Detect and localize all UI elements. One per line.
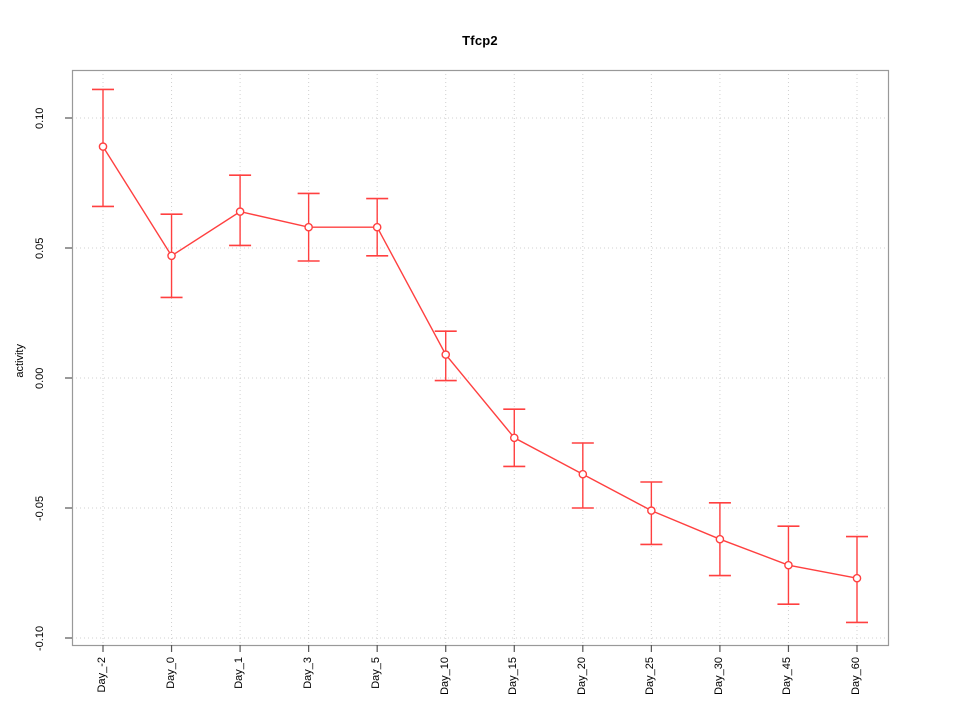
- data-point-marker: [167, 251, 176, 261]
- chart-title: Tfcp2: [462, 33, 498, 48]
- y-tick-label: -0.05: [34, 495, 46, 521]
- x-tick-label: Day_10: [438, 657, 451, 695]
- x-tick-label: Day_15: [507, 657, 520, 695]
- x-tick-label: Day_3: [301, 657, 314, 689]
- series-polyline: [102, 146, 858, 579]
- x-tick-label: Day_30: [712, 657, 725, 695]
- x-tick-label: Day_60: [850, 657, 862, 695]
- data-point-marker: [715, 534, 725, 544]
- y-tick-label: 0.10: [34, 107, 46, 129]
- axis-ticks: [65, 117, 858, 652]
- data-point-marker: [98, 142, 108, 151]
- data-point-marker: [509, 433, 519, 443]
- series-line: [102, 146, 858, 579]
- x-tick-label: Day_45: [781, 657, 794, 695]
- plot-frame: [71, 69, 890, 647]
- data-point-marker: [304, 222, 313, 232]
- data-point-marker: [372, 222, 382, 232]
- gridlines: [72, 70, 888, 645]
- y-tick-label: -0.10: [34, 625, 46, 651]
- data-point-marker: [235, 207, 245, 216]
- data-point-marker: [441, 350, 451, 359]
- x-tick-label: Day_25: [644, 657, 657, 695]
- x-tick-label: Day_0: [164, 657, 177, 689]
- data-point-marker: [578, 469, 588, 479]
- x-tick-label: Day_20: [575, 657, 588, 695]
- error-bars: [92, 88, 868, 624]
- data-point-marker: [784, 560, 793, 570]
- data-point-marker: [852, 573, 862, 583]
- x-tick-label: Day_5: [370, 657, 383, 689]
- y-tick-label: 0.00: [34, 367, 46, 389]
- x-tick-label: Day_-2: [96, 657, 108, 693]
- data-point-markers: [98, 142, 862, 583]
- data-point-marker: [647, 506, 656, 515]
- y-tick-label: 0.05: [34, 237, 46, 259]
- x-tick-label: Day_1: [233, 657, 246, 689]
